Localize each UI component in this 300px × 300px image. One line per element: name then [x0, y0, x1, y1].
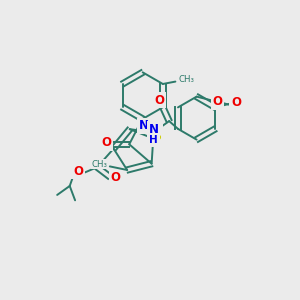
Text: CH₃: CH₃	[92, 160, 107, 169]
Text: N: N	[148, 123, 159, 136]
Text: O: O	[154, 94, 165, 107]
Text: O: O	[212, 95, 223, 108]
Text: O: O	[73, 165, 83, 178]
Text: S: S	[152, 130, 161, 142]
Text: H: H	[149, 135, 158, 145]
Text: N: N	[139, 119, 148, 132]
Text: H: H	[152, 123, 161, 133]
Text: O: O	[101, 136, 111, 149]
Text: CH₃: CH₃	[179, 75, 195, 84]
Text: O: O	[231, 96, 241, 109]
Text: O: O	[111, 171, 121, 184]
